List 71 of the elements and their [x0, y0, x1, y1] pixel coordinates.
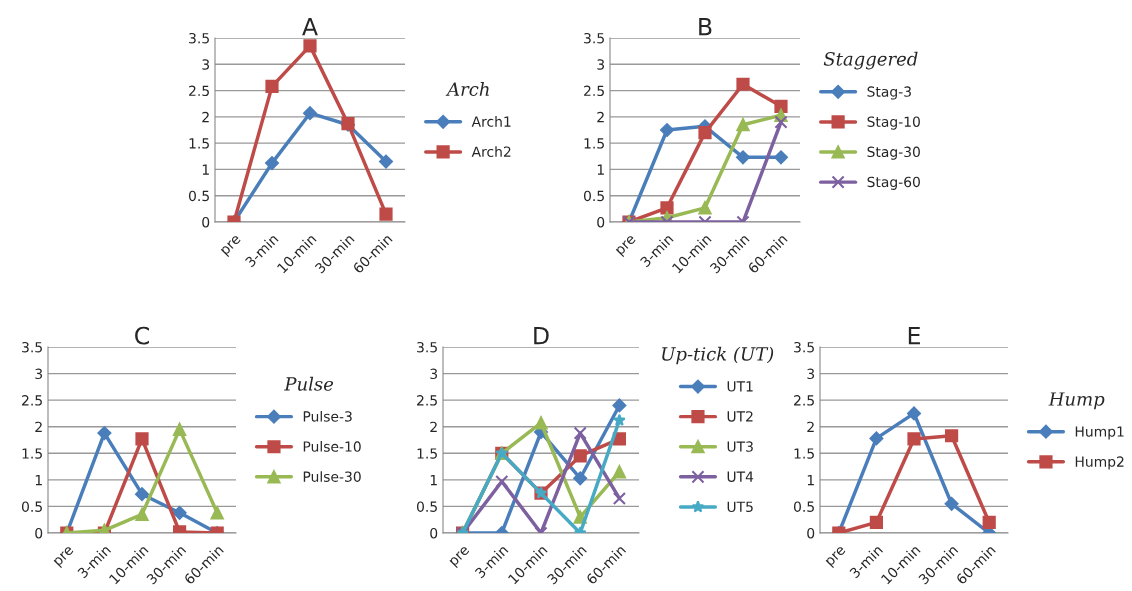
- y-tick-label: 1.5: [22, 448, 42, 459]
- legend-label: Arch2: [471, 146, 511, 157]
- legend-label: UT3: [727, 441, 753, 452]
- y-tick-label: 3.5: [417, 341, 437, 353]
- y-tick-label: 1: [807, 475, 814, 486]
- legend-label: Stag-60: [867, 176, 920, 190]
- y-tick-label: 2: [430, 421, 437, 432]
- y-tick-label: 0.5: [21, 501, 42, 512]
- y-tick-label: 2.5: [794, 395, 814, 406]
- y-tick-label: 0: [807, 527, 815, 539]
- y-tick-label: 1.5: [189, 138, 209, 149]
- x-tick-label: pre: [825, 545, 848, 569]
- y-tick-label: 0.5: [583, 190, 604, 202]
- y-tick-label: 3: [35, 368, 43, 380]
- legend-title: Staggered: [823, 51, 918, 70]
- x-tick-label: pre: [220, 234, 243, 258]
- y-tick-label: 2.5: [22, 395, 42, 406]
- legend-label: UT2: [727, 411, 753, 422]
- y-tick-label: 1: [597, 164, 604, 175]
- chart-title: A: [302, 18, 318, 36]
- legend-title: Arch: [445, 81, 489, 96]
- legend-label: Stag-3: [867, 86, 911, 100]
- y-tick-label: 3: [597, 59, 605, 70]
- chart-title: D: [534, 327, 549, 345]
- legend-label: Pulse-30: [303, 471, 361, 482]
- x-tick-label: pre: [615, 234, 638, 258]
- y-tick-label: 2: [35, 421, 42, 432]
- legend-label: Pulse-3: [303, 410, 352, 422]
- y-tick-label: 3: [807, 368, 815, 380]
- legend-label: Hump1: [1075, 426, 1124, 440]
- x-tick-label: pre: [53, 545, 76, 569]
- y-tick-label: 0.5: [188, 190, 209, 202]
- y-tick-label: 1: [35, 475, 42, 486]
- y-tick-label: 1.5: [417, 448, 437, 459]
- x-tick-label: pre: [449, 545, 472, 569]
- y-tick-label: 0: [35, 527, 43, 539]
- y-tick-label: 0.5: [416, 501, 437, 512]
- y-tick-label: 0: [597, 216, 605, 228]
- y-tick-label: 1.5: [794, 448, 814, 459]
- y-tick-label: 2.5: [189, 85, 209, 97]
- y-tick-label: 2.5: [417, 395, 437, 406]
- legend-title: Pulse: [284, 376, 334, 391]
- y-tick-label: 1: [202, 164, 209, 175]
- y-tick-label: 3: [202, 59, 210, 70]
- chart-title: B: [699, 18, 712, 36]
- y-tick-label: 3.5: [584, 32, 604, 44]
- y-tick-label: 1: [430, 475, 437, 486]
- legend-title: Hump: [1048, 392, 1105, 410]
- legend-label: Pulse-10: [303, 441, 361, 452]
- y-tick-label: 3.5: [22, 341, 42, 353]
- y-tick-label: 2.5: [584, 85, 604, 97]
- legend-label: Hump2: [1075, 456, 1124, 470]
- y-tick-label: 3.5: [794, 341, 814, 353]
- legend-label: Stag-10: [867, 116, 920, 130]
- legend-label: Stag-30: [867, 146, 920, 160]
- y-tick-label: 0: [430, 527, 438, 539]
- y-tick-label: 3.5: [189, 32, 209, 44]
- legend-label: Arch1: [471, 116, 511, 127]
- legend-label: UT5: [727, 501, 753, 513]
- y-tick-label: 0.5: [793, 501, 814, 512]
- y-tick-label: 2: [807, 421, 814, 432]
- y-tick-label: 1.5: [584, 138, 604, 149]
- chart-title: E: [908, 327, 920, 345]
- y-tick-label: 2: [597, 111, 604, 123]
- legend-title: Up-tick (UT): [662, 346, 774, 365]
- chart-title: C: [135, 326, 149, 345]
- y-tick-label: 3: [430, 368, 438, 380]
- legend-label: UT4: [727, 471, 754, 482]
- y-tick-label: 2: [202, 111, 209, 123]
- y-tick-label: 0: [202, 216, 210, 228]
- legend-label: UT1: [727, 381, 753, 392]
